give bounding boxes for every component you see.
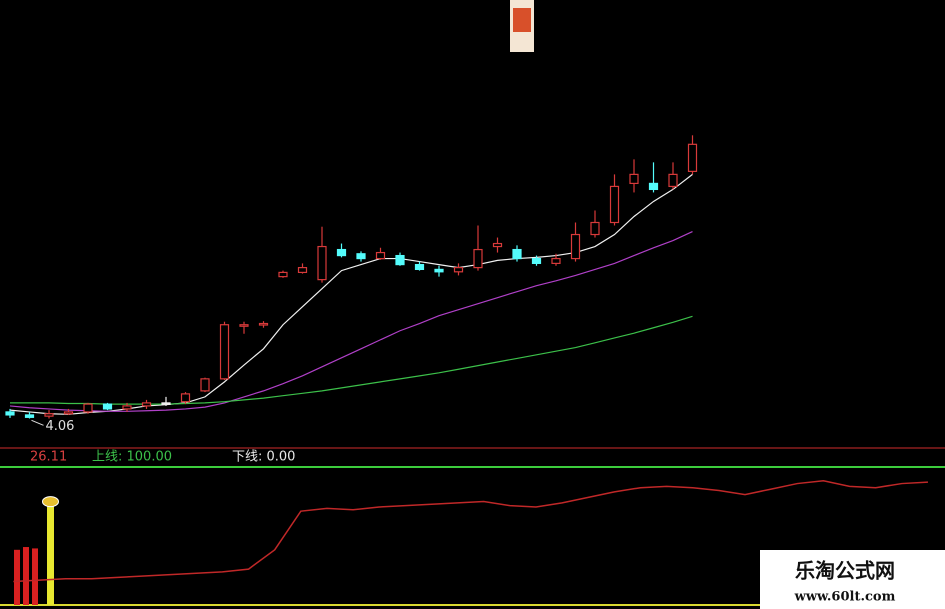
candle-body: [161, 402, 171, 406]
candle-body: [629, 173, 639, 185]
candle-body: [180, 393, 191, 403]
watermark-title: 乐淘公式网: [795, 559, 895, 583]
candle-body: [141, 402, 152, 407]
candle-body: [200, 378, 210, 392]
candle-body: [434, 268, 444, 273]
watermark-url: www.60lt.com: [794, 590, 896, 605]
candle-body: [239, 324, 249, 327]
candle-body: [297, 267, 308, 274]
watermark-box: [760, 550, 945, 609]
candle-body: [668, 173, 678, 188]
moving-average: [10, 315, 693, 405]
signal-bar: [32, 548, 38, 605]
candle-body: [44, 413, 54, 417]
candle-body: [83, 403, 93, 413]
candle-body: [278, 271, 288, 278]
candle-body: [648, 182, 659, 191]
candle-body: [473, 248, 483, 269]
candle-body: [258, 322, 269, 326]
candle-body: [63, 411, 74, 415]
candle-body: [687, 143, 698, 172]
signal-marker: [42, 496, 59, 508]
indicator-line: [13, 480, 928, 583]
candle-body: [102, 403, 113, 410]
indicator-upper: 上线: 100.00: [92, 450, 172, 465]
min-pointer: [31, 419, 44, 426]
candle-body: [24, 414, 35, 418]
signal-bar: [14, 549, 20, 605]
candle-body: [570, 233, 581, 260]
moving-average: [9, 230, 693, 412]
indicator-value: 26.11: [30, 450, 67, 465]
candle-body: [219, 324, 230, 380]
candle-body: [551, 257, 561, 264]
candle-body: [453, 267, 464, 273]
candle-body: [317, 245, 327, 281]
candle-body: [492, 242, 503, 248]
candle-body: [336, 248, 347, 257]
candle-body: [375, 251, 386, 260]
candle-body: [531, 257, 542, 264]
candle-body: [512, 248, 522, 260]
candle-body: [609, 185, 620, 224]
candle-body: [414, 263, 425, 271]
logo-glyph: [513, 8, 531, 32]
candle-body: [356, 253, 366, 260]
candle-body: [5, 411, 15, 416]
candle-body: [122, 405, 132, 410]
min-label: 4.06: [46, 419, 75, 434]
candle-body: [395, 254, 405, 266]
signal-bar: [47, 505, 54, 605]
signal-bar: [23, 547, 29, 605]
candle-body: [590, 221, 600, 236]
indicator-lower: 下线: 0.00: [232, 450, 295, 465]
